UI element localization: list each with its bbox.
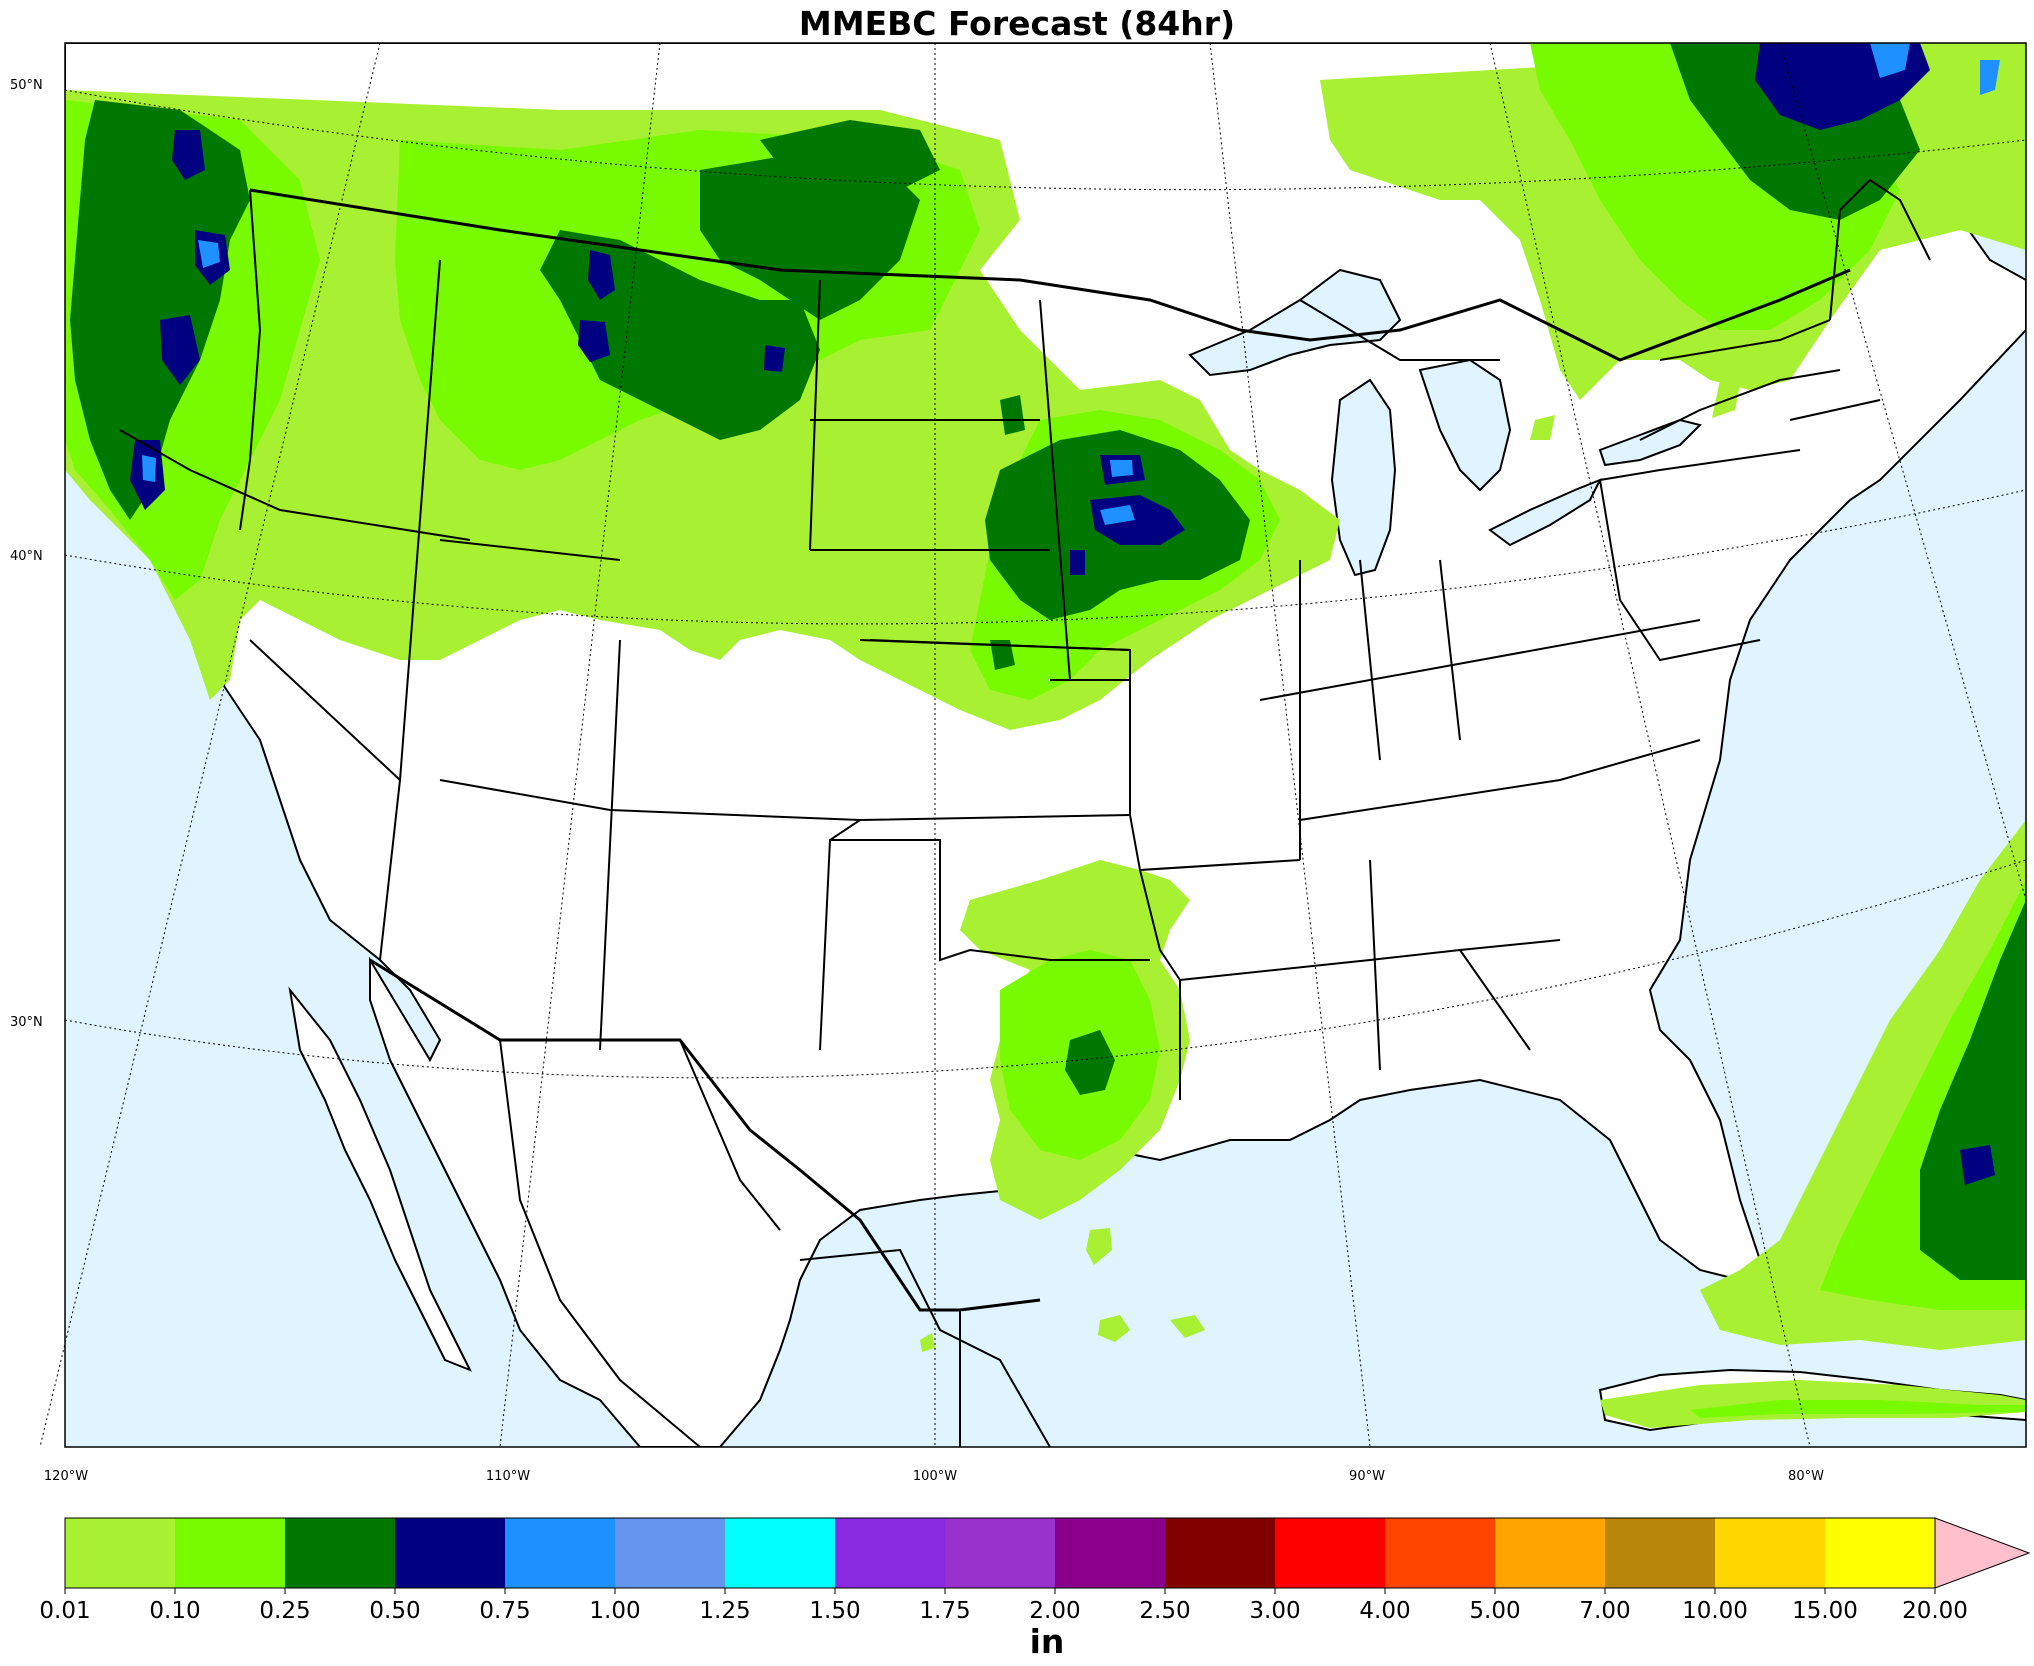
colorbar-extend-arrow (1934, 1517, 2031, 1589)
colorbar-segment (945, 1518, 1055, 1588)
precip-extreme (142, 43, 2000, 525)
lat-label-30: 30°N (10, 1015, 43, 1030)
map-frame (64, 42, 2027, 1448)
colorbar-segment (1715, 1518, 1825, 1588)
colorbar-tick-label: 15.00 (1792, 1598, 1858, 1624)
graticule (39, 42, 2027, 1448)
colorbar-tick-label: 7.00 (1579, 1598, 1630, 1624)
map-title: MMEBC Forecast (84hr) (798, 4, 1236, 43)
colorbar-tick-label: 0.01 (39, 1598, 90, 1624)
colorbar: 0.01 0.10 0.25 0.50 0.75 1.00 1.25 1.50 1.75 2.00… (39, 1517, 2031, 1624)
colorbar-tick-label: 2.00 (1029, 1598, 1080, 1624)
lake-ontario (1598, 418, 1702, 467)
colorbar-tick-label: 0.50 (369, 1598, 420, 1624)
political-borders (119, 178, 1931, 1448)
colorbar-segment (1495, 1518, 1605, 1588)
colorbar-segment (1275, 1518, 1385, 1588)
lon-label-100: 100°W (913, 1469, 957, 1484)
lon-label-110: 110°W (486, 1469, 530, 1484)
colorbar-tick-label: 0.25 (259, 1598, 310, 1624)
colorbar-segment (175, 1518, 285, 1588)
colorbar-tick-label: 3.00 (1249, 1598, 1300, 1624)
colorbar-segment (285, 1518, 395, 1588)
colorbar-segment (1385, 1518, 1495, 1588)
lake-michigan (1330, 378, 1397, 577)
colorbar-segment (615, 1518, 725, 1588)
colorbar-units: in (1029, 1622, 1065, 1661)
colorbar-outline (64, 1517, 1936, 1589)
colorbar-segment (835, 1518, 945, 1588)
colorbar-tick-label: 4.00 (1359, 1598, 1410, 1624)
lon-label-90: 90°W (1349, 1469, 1385, 1484)
lake-huron (1418, 358, 1512, 492)
baja-california-land (288, 986, 473, 1372)
colorbar-segment (1165, 1518, 1275, 1588)
lat-label-50: 50°N (10, 78, 43, 93)
colorbar-tick-label: 1.50 (809, 1598, 860, 1624)
lake-erie (1488, 478, 1603, 547)
lon-label-120: 120°W (44, 1469, 88, 1484)
colorbar-tick-label: 2.50 (1139, 1598, 1190, 1624)
colorbar-segment (505, 1518, 615, 1588)
colorbar-segment (725, 1518, 835, 1588)
lat-label-40: 40°N (10, 549, 43, 564)
colorbar-segment (65, 1518, 175, 1588)
colorbar-tick-label: 10.00 (1682, 1598, 1748, 1624)
colorbar-segment (395, 1518, 505, 1588)
colorbar-tick-label: 1.75 (919, 1598, 970, 1624)
colorbar-tick-label: 1.25 (699, 1598, 750, 1624)
colorbar-segment (1055, 1518, 1165, 1588)
colorbar-tick-label: 5.00 (1469, 1598, 1520, 1624)
colorbar-segment (1605, 1518, 1715, 1588)
colorbar-tick-label: 1.00 (589, 1598, 640, 1624)
lon-label-80: 80°W (1788, 1469, 1824, 1484)
colorbar-tick-label: 0.75 (479, 1598, 530, 1624)
colorbar-segment (1825, 1518, 1935, 1588)
colorbar-tick-label: 20.00 (1902, 1598, 1968, 1624)
colorbar-tick-label: 0.10 (149, 1598, 200, 1624)
